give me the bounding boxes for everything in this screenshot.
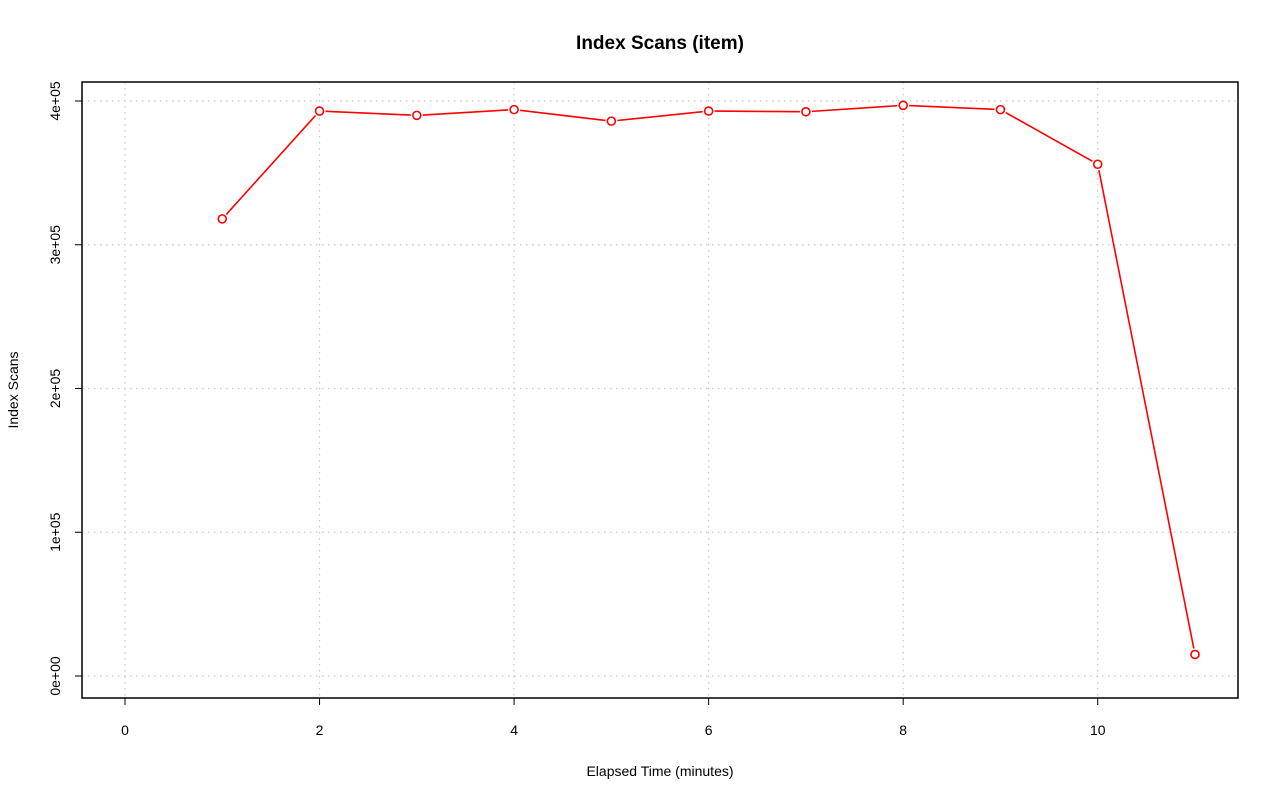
- x-tick-label: 4: [510, 722, 518, 738]
- x-tick-label: 2: [316, 722, 324, 738]
- data-point-marker: [314, 106, 325, 116]
- x-tick-label: 10: [1090, 722, 1106, 738]
- data-point-marker: [606, 116, 617, 126]
- chart-title: Index Scans (item): [576, 33, 744, 54]
- series-line-segment: [1098, 169, 1195, 649]
- x-tick-label: 8: [899, 722, 907, 738]
- data-point-marker: [1190, 649, 1200, 660]
- y-axis: 0e+00 1e+05 2e+05 3e+05 4e+05: [47, 81, 82, 696]
- series-line-segment: [325, 110, 411, 116]
- x-axis-label: Elapsed Time (minutes): [586, 763, 733, 779]
- y-tick-label: 2e+05: [47, 369, 63, 409]
- series-line-segment: [811, 104, 898, 113]
- data-point-marker: [1092, 159, 1103, 170]
- data-series: [217, 100, 1200, 660]
- data-point-marker: [509, 104, 519, 115]
- x-axis: 0 2 4 6 8 10: [121, 698, 1106, 738]
- series-line-segment: [714, 110, 800, 113]
- series-line-segment: [422, 109, 509, 116]
- x-tick-label: 0: [121, 722, 129, 738]
- data-point-marker: [995, 104, 1006, 115]
- data-point-marker: [801, 106, 811, 117]
- series-line-segment: [1005, 111, 1093, 163]
- series-line-segment: [225, 114, 317, 215]
- data-point-marker: [217, 214, 228, 224]
- data-point-marker: [898, 100, 908, 111]
- plot-frame: [81, 81, 1239, 699]
- y-tick-label: 1e+05: [47, 512, 63, 552]
- y-tick-label: 3e+05: [47, 225, 63, 265]
- series-line-segment: [617, 110, 703, 122]
- data-point-marker: [412, 110, 422, 121]
- y-tick-label: 4e+05: [47, 81, 63, 121]
- y-tick-label: 0e+00: [47, 656, 63, 696]
- series-line-segment: [519, 109, 606, 122]
- series-line-segment: [909, 104, 995, 111]
- data-point-marker: [703, 106, 714, 116]
- grid-lines: [82, 82, 1238, 698]
- y-axis-label: Index Scans: [5, 351, 21, 428]
- x-tick-label: 6: [705, 722, 713, 738]
